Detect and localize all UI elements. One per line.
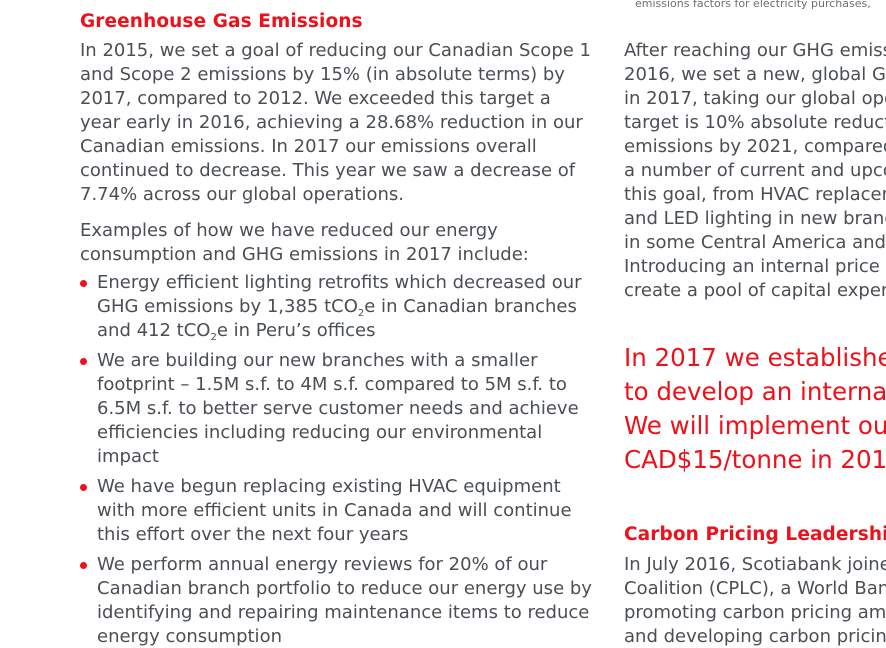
text-line: Introducing an internal price on: [624, 256, 886, 277]
examples-intro-paragraph: Examples of how we have reduced our ener…: [80, 220, 529, 265]
quote-line: to develop an internal ca: [624, 377, 886, 406]
bullet-energy-reviews: We perform annual energy reviews for 20%…: [80, 553, 592, 648]
bullet-hvac-replacement: We have begun replacing existing HVAC eq…: [80, 475, 592, 547]
ghg-target-paragraph: After reaching our GHG emissio 2016, we …: [624, 39, 886, 303]
text-line: in 2017, taking our global opera: [624, 88, 886, 109]
left-column: Greenhouse Gas Emissions In 2015, we set…: [80, 10, 592, 648]
text-line: create a pool of capital expendi: [624, 280, 886, 301]
bullet-dot-icon: [80, 562, 87, 569]
text-line: and LED lighting in new branch: [624, 208, 886, 229]
bullet-text: We are building our new branches with a …: [97, 350, 579, 467]
examples-bullet-list: Energy efficient lighting retrofits whic…: [80, 271, 592, 648]
text-line: After reaching our GHG emissio: [624, 40, 886, 61]
bullet-dot-icon: [80, 484, 87, 491]
text-line: Coalition (CPLC), a World Bank: [624, 578, 886, 599]
text-line: target is 10% absolute reductio: [624, 112, 886, 133]
ghg-goal-paragraph: In 2015, we set a goal of reducing our C…: [80, 40, 591, 205]
text-line: In July 2016, Scotiabank joined: [624, 554, 886, 575]
bullet-smaller-footprint: We are building our new branches with a …: [80, 349, 592, 469]
quote-line: CAD$15/tonne in 2018.: [624, 445, 886, 474]
text-line: a number of current and upcom: [624, 160, 886, 181]
text-line: and developing carbon pricing: [624, 626, 886, 647]
cplc-paragraph: In July 2016, Scotiabank joined Coalitio…: [624, 553, 886, 648]
bullet-text: We have begun replacing existing HVAC eq…: [97, 476, 572, 545]
bullet-text: Energy efficient lighting retrofits whic…: [97, 272, 582, 343]
text-line: this goal, from HVAC replaceme: [624, 184, 886, 205]
carbon-price-pull-quote: In 2017 we established a to develop an i…: [624, 341, 886, 477]
ghg-emissions-heading: Greenhouse Gas Emissions: [80, 11, 363, 32]
footnote-text: emissions factors for electricity purcha…: [635, 0, 871, 10]
bullet-dot-icon: [80, 358, 87, 365]
text-line: 2016, we set a new, global GH: [624, 64, 886, 85]
text-line: in some Central America and C: [624, 232, 886, 253]
cplc-heading: Carbon Pricing Leadership C: [624, 524, 886, 545]
quote-line: In 2017 we established a: [624, 343, 886, 372]
quote-line: We will implement our in: [624, 411, 886, 440]
text-line: emissions by 2021, compared to: [624, 136, 886, 157]
bullet-text: We perform annual energy reviews for 20%…: [97, 554, 592, 647]
cplc-heading-wrapper: Carbon Pricing Leadership C: [624, 523, 886, 547]
bullet-dot-icon: [80, 280, 87, 287]
text-line: promoting carbon pricing amon: [624, 602, 886, 623]
bullet-lighting-retrofits: Energy efficient lighting retrofits whic…: [80, 271, 592, 343]
